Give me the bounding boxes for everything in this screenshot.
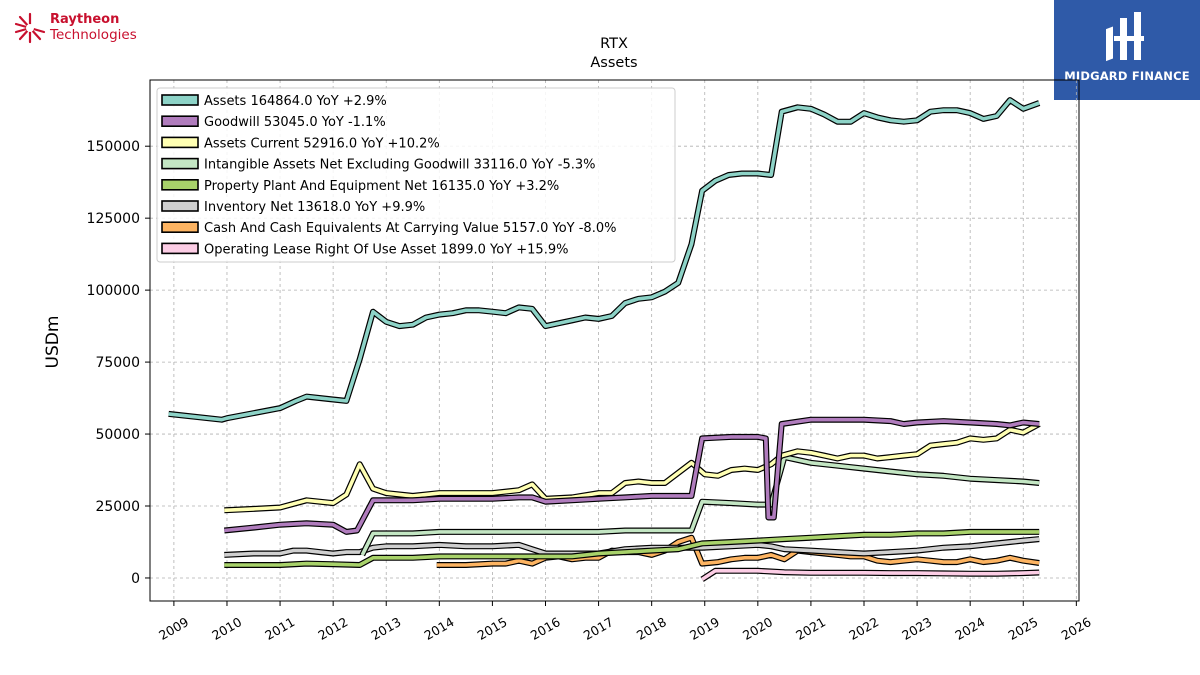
x-tick-label: 2018: [634, 614, 669, 643]
legend-swatch: [161, 200, 199, 212]
x-tick-label: 2016: [528, 614, 563, 643]
x-tick-label: 2012: [315, 614, 350, 643]
x-tick-label: 2023: [899, 614, 934, 643]
legend-item: Operating Lease Right Of Use Asset 1899.…: [161, 242, 568, 257]
legend-label: Inventory Net 13618.0 YoY +9.9%: [204, 200, 425, 215]
legend-label: Property Plant And Equipment Net 16135.0…: [204, 179, 559, 194]
legend-item: Goodwill 53045.0 YoY -1.1%: [161, 115, 386, 130]
y-tick-label: 0: [131, 571, 140, 587]
y-tick-label: 75000: [95, 355, 140, 371]
midgard-finance-logo: MIDGARD FINANCE: [1054, 0, 1200, 100]
series-2-line: [224, 421, 1041, 514]
legend-label: Intangible Assets Net Excluding Goodwill…: [204, 158, 595, 173]
raytheon-logo: Raytheon Technologies: [14, 10, 164, 46]
chart-title: RTX: [600, 36, 628, 52]
x-tick-label: 2014: [422, 614, 457, 643]
series-line-stroke: [168, 98, 1040, 422]
legend-swatch: [161, 157, 199, 170]
legend-item: Inventory Net 13618.0 YoY +9.9%: [161, 200, 425, 215]
legend-item: Assets Current 52916.0 YoY +10.2%: [161, 136, 440, 151]
x-tick-label: 2009: [156, 614, 191, 643]
x-axis-ticks: 2009 2010 2011 2012 2013 2014 2015 2016 2017 2018…: [156, 601, 1094, 643]
x-tick-label: 2011: [262, 614, 297, 643]
legend-swatch: [161, 94, 199, 106]
midgard-emblem-icon: [1106, 12, 1144, 62]
x-tick-label: 2013: [368, 614, 403, 643]
midgard-finance-name: MIDGARD FINANCE: [1064, 69, 1190, 83]
legend-swatch: [161, 179, 199, 191]
y-tick-label: 100000: [87, 283, 140, 299]
raytheon-logo-subname: Technologies: [50, 27, 137, 43]
legend: Assets 164864.0 YoY +2.9% Goodwill 53045.…: [156, 87, 676, 263]
raytheon-burst-icon: [14, 12, 46, 44]
legend-label: Assets Current 52916.0 YoY +10.2%: [204, 136, 440, 151]
series-line-stroke: [224, 422, 1041, 513]
x-tick-label: 2024: [952, 614, 987, 643]
legend-item: Assets 164864.0 YoY +2.9%: [161, 94, 387, 109]
series-line-stroke: [224, 417, 1040, 534]
y-tick-label: 125000: [87, 211, 140, 227]
legend-item: Property Plant And Equipment Net 16135.0…: [161, 179, 559, 194]
legend-label: Assets 164864.0 YoY +2.9%: [204, 94, 387, 109]
legend-swatch: [161, 242, 199, 255]
series-1-line: [224, 416, 1040, 535]
legend-swatch: [161, 115, 199, 127]
plot-area-frame: [149, 79, 1080, 602]
series-line-stroke: [360, 455, 1040, 556]
x-tick-label: 2026: [1059, 614, 1094, 643]
x-tick-label: 2019: [687, 614, 722, 643]
x-tick-label: 2022: [846, 614, 881, 643]
legend-label: Goodwill 53045.0 YoY -1.1%: [204, 115, 386, 130]
series-0-line: [168, 97, 1041, 423]
series-3-line: [359, 454, 1040, 557]
legend-swatch: [161, 136, 199, 149]
x-tick-label: 2020: [740, 614, 775, 643]
y-tick-label: 150000: [87, 139, 140, 155]
series-lines: [168, 97, 1041, 582]
y-tick-label: 25000: [95, 499, 140, 515]
legend-item: Cash And Cash Equivalents At Carrying Va…: [161, 221, 616, 236]
legend-label: Cash And Cash Equivalents At Carrying Va…: [204, 221, 616, 236]
series-line-stroke: [701, 569, 1040, 581]
series-4-line: [224, 528, 1040, 568]
x-tick-label: 2017: [581, 614, 616, 643]
y-axis-label: USDm: [43, 316, 63, 369]
y-axis-ticks: 0 25000 50000 75000 100000 125000 150000: [87, 139, 150, 587]
x-tick-label: 2025: [1005, 614, 1040, 643]
legend-swatch: [161, 221, 199, 233]
series-7-line: [700, 567, 1040, 582]
series-line-stroke: [224, 530, 1040, 567]
x-tick-label: 2015: [475, 614, 510, 643]
legend-item: Intangible Assets Net Excluding Goodwill…: [161, 157, 595, 173]
chart-subtitle: Assets: [590, 55, 637, 71]
legend-label: Operating Lease Right Of Use Asset 1899.…: [204, 242, 568, 257]
raytheon-logo-name: Raytheon: [50, 12, 120, 27]
x-tick-label: 2021: [793, 614, 828, 643]
legend-box: [156, 87, 676, 263]
x-tick-label: 2010: [209, 614, 244, 643]
y-tick-label: 50000: [95, 427, 140, 443]
